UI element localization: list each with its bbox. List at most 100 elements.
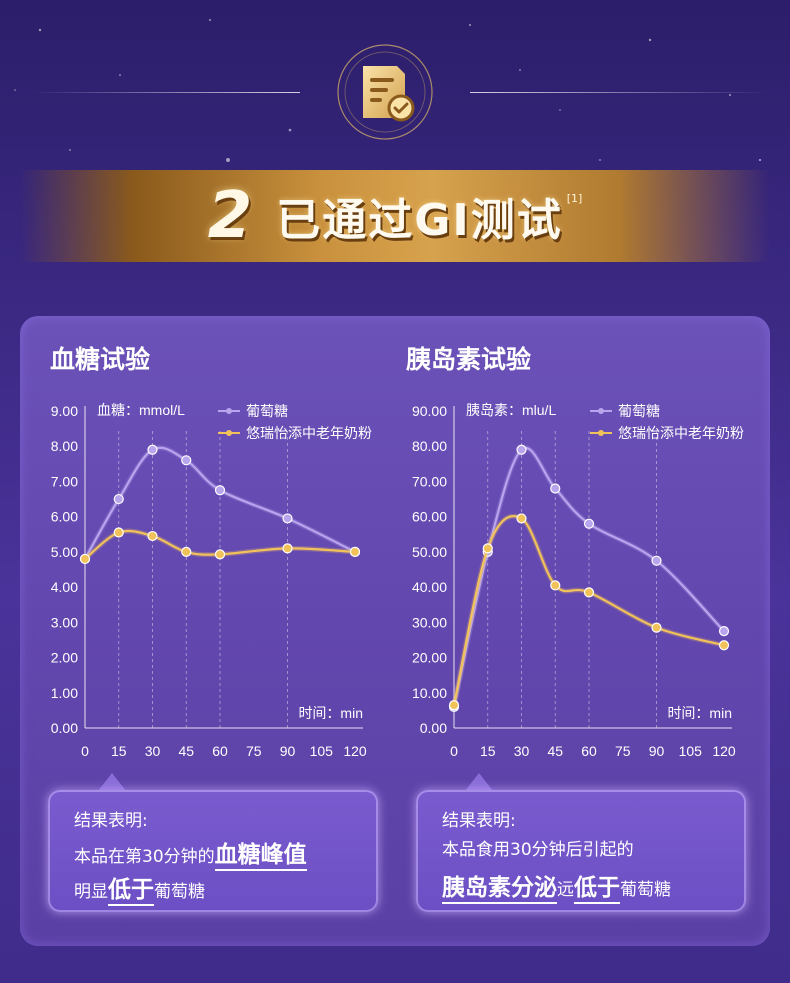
y-tick-label: 20.00 <box>412 650 447 666</box>
legend-marker <box>598 430 604 436</box>
x-tick-label: 60 <box>212 743 228 759</box>
result-title: 结果表明: <box>442 811 516 831</box>
y-tick-label: 60.00 <box>412 509 447 525</box>
header-divider-right <box>470 92 770 93</box>
insulin-chart-title: 胰岛素试验 <box>406 345 532 374</box>
x-tick-label: 105 <box>310 743 334 759</box>
series-line <box>452 515 725 706</box>
insulin-chart: 0.00 10.00 20.00 30.00 40.00 50.00 60.00 70.00 8… <box>412 402 744 759</box>
result-text: 明显 <box>74 882 108 902</box>
result-highlight: 低于 <box>574 875 620 904</box>
result-title: 结果表明: <box>74 811 148 831</box>
data-point <box>349 546 361 557</box>
y-tick-label: 3.00 <box>51 614 78 630</box>
legend-marker <box>226 430 232 436</box>
x-tick-label: 75 <box>246 743 262 759</box>
x-tick-label: 0 <box>450 743 458 759</box>
header-divider-left <box>30 92 300 93</box>
blood-sugar-result-box: 结果表明: 本品在第30分钟的血糖峰值 明显低于葡萄糖 <box>48 790 378 912</box>
y-tick-label: 80.00 <box>412 438 447 454</box>
result-text: 本品在第30分钟的 <box>74 847 215 867</box>
legend-label: 葡萄糖 <box>246 403 288 419</box>
legend-label: 悠瑞怡添中老年奶粉 <box>618 425 744 441</box>
x-axis-label: 时间：min <box>667 705 732 721</box>
x-tick-label: 60 <box>581 743 597 759</box>
series-glow <box>451 513 725 706</box>
x-tick-label: 15 <box>480 743 496 759</box>
data-point <box>718 626 730 637</box>
data-point <box>448 700 460 711</box>
data-point <box>516 513 527 524</box>
x-tick-label: 30 <box>514 743 530 759</box>
title-banner <box>20 170 770 262</box>
result-line-2: 明显低于葡萄糖 <box>74 870 205 906</box>
result-pointer-right <box>465 773 493 791</box>
result-text: 葡萄糖 <box>620 880 671 900</box>
y-tick-label: 5.00 <box>51 544 78 560</box>
y-axis-label: 血糖：mmol/L <box>97 402 185 418</box>
data-point <box>282 513 293 524</box>
x-tick-label: 45 <box>547 743 563 759</box>
y-tick-label: 70.00 <box>412 473 447 489</box>
y-tick-label: 4.00 <box>51 579 78 595</box>
legend-label: 葡萄糖 <box>618 403 660 419</box>
document-check-icon <box>337 44 433 140</box>
data-point <box>181 546 192 557</box>
x-tick-label: 15 <box>111 743 127 759</box>
data-point <box>718 640 730 651</box>
section-title: 已通过GI测试 <box>276 195 563 246</box>
x-tick-label: 90 <box>649 743 665 759</box>
y-tick-label: 30.00 <box>412 614 447 630</box>
y-tick-label: 90.00 <box>412 403 447 419</box>
y-tick-label: 2.00 <box>51 650 78 666</box>
data-point <box>282 543 293 554</box>
result-line-2: 胰岛素分泌远低于葡萄糖 <box>442 868 671 904</box>
result-highlight: 胰岛素分泌 <box>442 875 557 904</box>
x-tick-label: 90 <box>280 743 296 759</box>
data-point <box>214 485 226 496</box>
x-tick-label: 120 <box>343 743 367 759</box>
y-tick-label: 6.00 <box>51 509 78 525</box>
x-tick-label: 45 <box>178 743 194 759</box>
x-tick-label: 0 <box>81 743 89 759</box>
y-tick-label: 1.00 <box>51 685 78 701</box>
section-number: 2 <box>207 179 253 253</box>
insulin-result-box: 结果表明: 本品食用30分钟后引起的 胰岛素分泌远低于葡萄糖 <box>416 790 746 912</box>
result-text: 远 <box>557 880 574 900</box>
data-point <box>583 587 595 598</box>
data-point <box>516 444 527 455</box>
y-tick-label: 10.00 <box>412 685 447 701</box>
x-axis-label: 时间：min <box>298 705 363 721</box>
data-point <box>181 455 192 466</box>
data-point <box>550 483 561 494</box>
reference-mark: [1] <box>566 192 583 205</box>
data-point <box>113 527 124 538</box>
x-tick-label: 105 <box>679 743 703 759</box>
data-point <box>113 493 124 505</box>
y-tick-label: 9.00 <box>51 403 78 419</box>
result-text: 葡萄糖 <box>154 882 205 902</box>
data-point <box>214 549 226 560</box>
blood-sugar-chart: 0.00 1.00 2.00 3.00 4.00 5.00 6.00 7.00 8.00 9.00… <box>51 402 372 759</box>
result-text: 本品食用30分钟后引起的 <box>442 840 634 860</box>
legend-marker <box>598 408 604 414</box>
data-point <box>147 530 158 542</box>
y-tick-label: 7.00 <box>51 473 78 489</box>
title-banner-text: 2 已通过GI测试 [1] <box>0 170 790 262</box>
legend-label: 悠瑞怡添中老年奶粉 <box>246 425 372 441</box>
y-tick-label: 0.00 <box>420 720 447 736</box>
result-highlight: 血糖峰值 <box>214 842 307 871</box>
data-point <box>583 518 595 529</box>
blood-sugar-chart-title: 血糖试验 <box>50 345 151 374</box>
result-line-1: 本品在第30分钟的血糖峰值 <box>74 835 307 871</box>
data-point <box>482 543 493 554</box>
y-tick-label: 40.00 <box>412 579 447 595</box>
x-tick-label: 120 <box>712 743 736 759</box>
result-line-1: 本品食用30分钟后引起的 <box>442 835 634 860</box>
data-point <box>651 622 662 633</box>
data-point <box>550 580 561 591</box>
result-pointer-left <box>98 773 126 791</box>
y-tick-label: 8.00 <box>51 438 78 454</box>
y-tick-label: 50.00 <box>412 544 447 560</box>
data-point <box>651 555 662 566</box>
